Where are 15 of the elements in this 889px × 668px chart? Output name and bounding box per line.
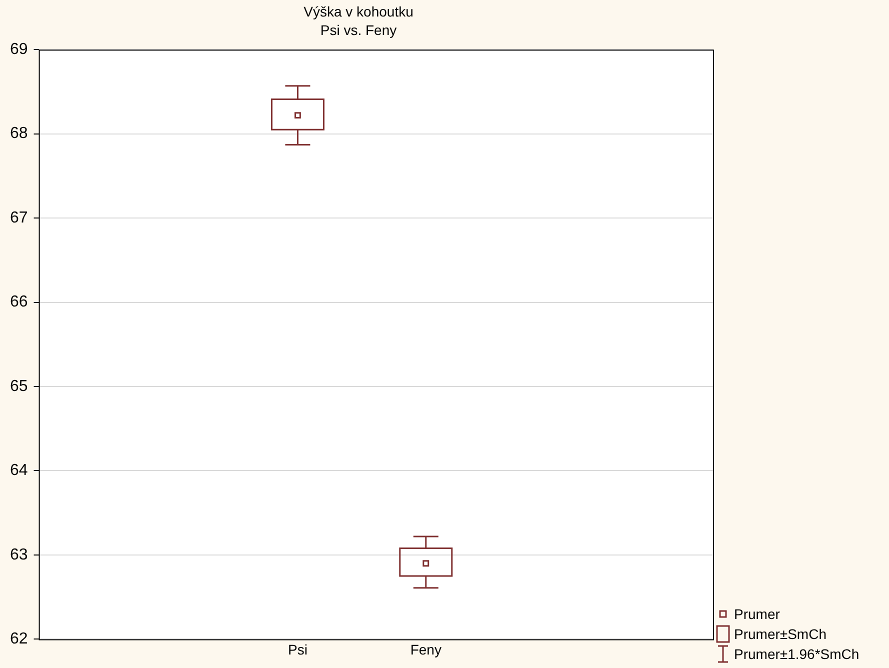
y-tick-label: 67 xyxy=(10,209,28,226)
y-tick-label: 63 xyxy=(10,546,28,564)
chart-title: Výška v kohoutku xyxy=(304,3,414,20)
y-tick-label: 66 xyxy=(10,294,28,311)
y-tick-label: 62 xyxy=(10,630,28,648)
x-tick-label: Feny xyxy=(410,641,442,658)
text: Prumer±1.96*SmCh xyxy=(734,645,860,664)
y-tick-label: 64 xyxy=(10,462,28,480)
y-tick-label: 65 xyxy=(10,378,28,395)
y-tick-label: 68 xyxy=(10,125,28,142)
chart-subtitle: Psi vs. Feny xyxy=(320,22,397,38)
text: Prumer xyxy=(734,605,780,624)
x-tick-label: Psi xyxy=(288,641,308,658)
text: Prumer±SmCh xyxy=(734,625,826,644)
y-tick-label: 69 xyxy=(10,41,28,58)
